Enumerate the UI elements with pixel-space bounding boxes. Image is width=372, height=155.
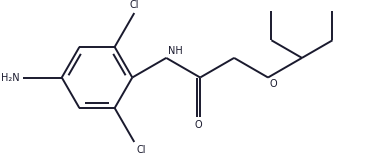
- Text: Cl: Cl: [129, 0, 139, 10]
- Text: Cl: Cl: [136, 145, 146, 155]
- Text: NH: NH: [168, 46, 183, 55]
- Text: H₂N: H₂N: [1, 73, 19, 82]
- Text: O: O: [270, 80, 278, 89]
- Text: O: O: [195, 120, 203, 130]
